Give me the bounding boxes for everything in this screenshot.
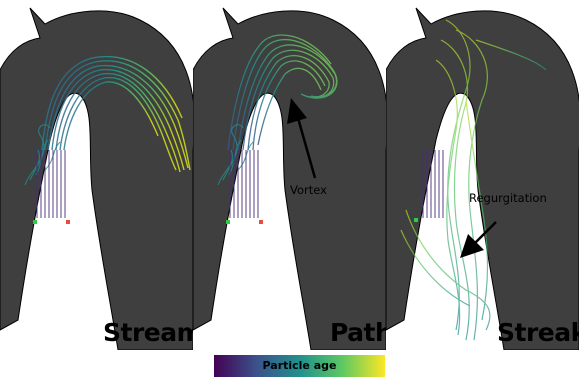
panel-title-path: Path bbox=[330, 318, 386, 347]
panel-title-stream: Stream bbox=[103, 318, 193, 347]
aorta-streak-illustration bbox=[386, 7, 579, 350]
vortex-arrow bbox=[287, 98, 317, 179]
panel-streak: Regurgitation Streak bbox=[386, 0, 579, 350]
aorta-shape bbox=[193, 7, 386, 350]
streamlines bbox=[41, 55, 191, 173]
aorta-stream-illustration bbox=[0, 7, 193, 350]
aorta-shape bbox=[386, 7, 579, 350]
regurgitation-label: Regurgitation bbox=[469, 191, 547, 205]
particle-age-colorbar: Particle age bbox=[214, 355, 385, 377]
panel-path: Vortex Path bbox=[193, 0, 386, 350]
colorbar-label: Particle age bbox=[262, 359, 337, 372]
panel-title-streak: Streak bbox=[497, 318, 579, 347]
aorta-shape bbox=[0, 7, 193, 350]
aorta-path-illustration bbox=[193, 7, 386, 350]
regurgitation-arrow bbox=[460, 221, 497, 258]
pathlines bbox=[227, 34, 338, 151]
streaklines bbox=[400, 19, 547, 341]
panel-stream: Stream bbox=[0, 0, 193, 350]
vortex-label: Vortex bbox=[290, 183, 327, 197]
